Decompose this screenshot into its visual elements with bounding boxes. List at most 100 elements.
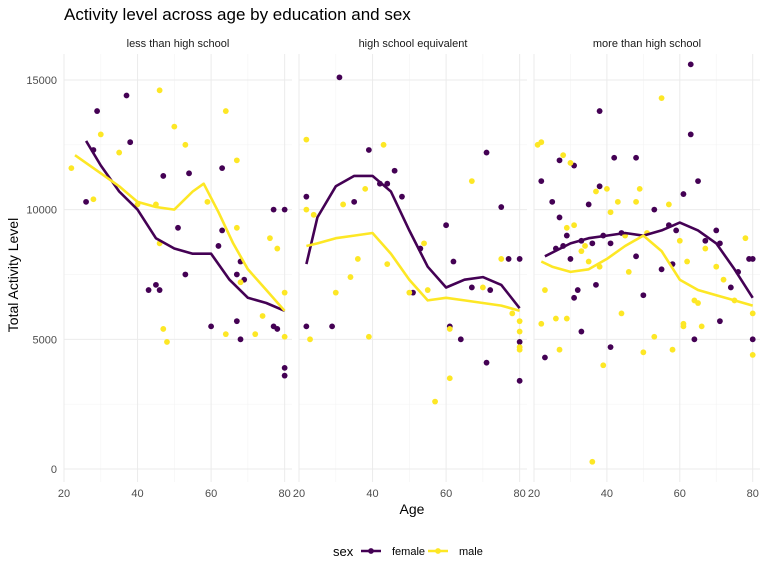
smooth-line-female [84, 140, 286, 312]
point-female [556, 214, 563, 221]
point-female [607, 344, 614, 351]
point-male [680, 320, 687, 327]
x-tick-label: 80 [747, 488, 759, 500]
x-tick-label: 80 [279, 488, 291, 500]
point-male [310, 211, 317, 218]
point-male [421, 240, 427, 247]
point-female [574, 287, 581, 293]
point-male [618, 310, 625, 317]
legend-point-male [435, 548, 441, 554]
point-female [391, 167, 398, 174]
point-male [720, 276, 727, 283]
point-female [208, 323, 214, 330]
point-female [468, 284, 475, 291]
panel-2: more than high school 20 40 60 80 [528, 38, 760, 500]
y-tick-label: 5000 [33, 334, 57, 346]
point-female [713, 227, 720, 234]
point-male [538, 320, 545, 327]
point-male [607, 209, 614, 216]
point-female [281, 206, 288, 213]
point-female [585, 201, 592, 208]
point-female [542, 354, 548, 361]
point-male [604, 185, 610, 192]
point-female [749, 336, 756, 343]
point-female [516, 377, 523, 384]
point-female [633, 154, 639, 161]
point-female [303, 323, 310, 330]
point-female [281, 364, 288, 371]
point-male [222, 108, 229, 114]
point-female [457, 336, 464, 343]
legend-label-male: male [459, 546, 483, 558]
point-female [399, 193, 405, 200]
point-female [596, 183, 603, 190]
point-male [600, 362, 607, 369]
point-male [90, 196, 97, 203]
point-female [549, 198, 556, 205]
point-female [589, 240, 596, 247]
point-male [237, 279, 244, 286]
point-male [303, 136, 310, 143]
point-female [651, 206, 658, 213]
point-female [633, 253, 639, 260]
point-female [516, 256, 523, 262]
point-female [270, 206, 277, 213]
point-male [749, 351, 756, 358]
legend-point-female [368, 548, 374, 554]
point-male [468, 178, 475, 185]
point-female [175, 224, 181, 231]
point-male [281, 289, 288, 296]
panel-1: high school equivalent 20 40 60 80 [293, 38, 527, 500]
smooth-line-male [74, 154, 286, 312]
point-male [365, 333, 372, 340]
point-female [673, 227, 680, 234]
x-tick-label: 60 [440, 488, 452, 500]
point-female [443, 222, 449, 229]
point-male [182, 141, 189, 148]
point-male [303, 206, 310, 213]
point-female [658, 266, 665, 273]
point-male [665, 201, 672, 208]
point-male [233, 224, 240, 231]
point-female [384, 180, 391, 187]
point-male [749, 310, 756, 317]
point-male [160, 326, 167, 332]
point-male [669, 346, 676, 353]
point-female [538, 178, 545, 185]
point-female [160, 173, 167, 179]
point-male [307, 336, 313, 343]
point-male [68, 165, 75, 172]
point-male [578, 248, 585, 255]
point-female [702, 237, 709, 244]
point-male [252, 331, 259, 338]
point-male [640, 349, 647, 356]
point-male [274, 245, 281, 252]
point-male [156, 87, 163, 94]
point-male [695, 300, 701, 306]
point-male [354, 256, 361, 262]
smooth-line-female [544, 221, 754, 299]
point-female [156, 287, 163, 293]
point-male [552, 315, 559, 322]
point-female [336, 74, 343, 81]
x-tick-label: 40 [366, 488, 378, 500]
facet-label: more than high school [593, 38, 701, 50]
point-male [347, 274, 354, 280]
point-female [94, 108, 100, 114]
point-male [432, 398, 438, 405]
facet-label: less than high school [127, 38, 230, 50]
point-male [636, 185, 643, 192]
point-female [727, 284, 734, 291]
point-male [658, 95, 665, 101]
point-female [127, 139, 134, 146]
point-female [596, 108, 603, 114]
point-female [145, 287, 152, 293]
point-male [742, 235, 749, 242]
point-male [698, 323, 705, 330]
chart-title: Activity level across age by education a… [64, 5, 411, 24]
point-female [749, 256, 756, 262]
point-male [281, 333, 288, 340]
x-tick-label: 80 [514, 488, 526, 500]
point-female [303, 193, 310, 200]
